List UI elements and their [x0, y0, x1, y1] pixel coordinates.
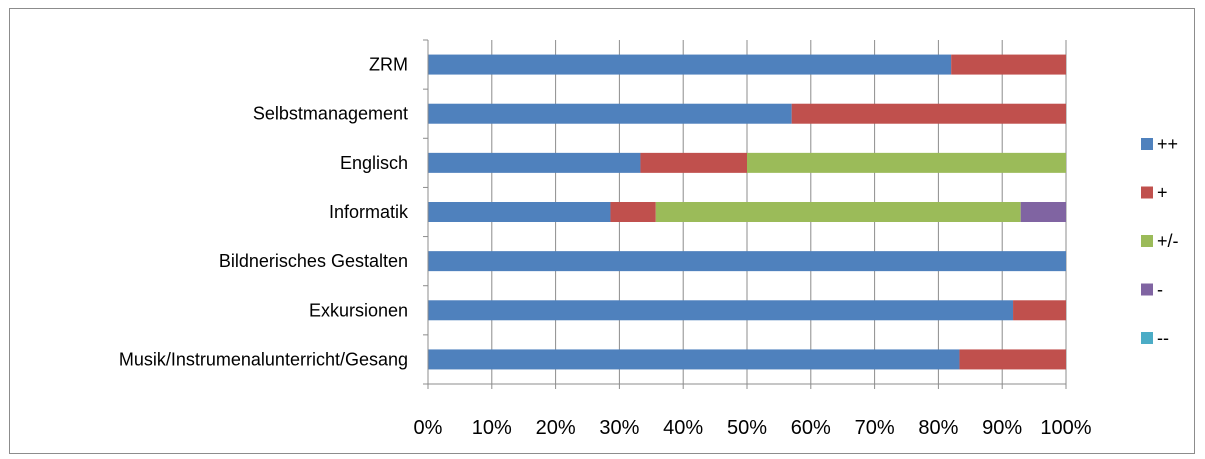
legend-swatch-plus — [1141, 186, 1153, 199]
legend-label-plus-plus: ++ — [1157, 134, 1178, 154]
bar-selbstmanagement-plus — [791, 103, 1066, 124]
bar-zrm-plus — [951, 54, 1066, 75]
category-label-exkursionen: Exkursionen — [309, 300, 408, 320]
x-tick-label-60: 60% — [791, 417, 831, 439]
bar-musik-instrumenalunterricht-gesang-plus-plus — [428, 349, 960, 370]
bars — [428, 54, 1066, 370]
x-tick-label-20: 20% — [536, 417, 576, 439]
x-tick-label-40: 40% — [663, 417, 703, 439]
legend-label-plus-minus: +/- — [1157, 231, 1179, 251]
bar-exkursionen-plus-plus — [428, 300, 1014, 321]
legend-label-minus: - — [1157, 280, 1163, 300]
legend-swatch-minus-minus — [1141, 332, 1153, 344]
x-tick-label-30: 30% — [599, 417, 639, 439]
x-tick-label-80: 80% — [918, 417, 958, 439]
bar-informatik-plus-plus — [428, 202, 611, 222]
category-label-musik-instrumenalunterricht-gesang: Musik/Instrumenalunterricht/Gesang — [119, 349, 408, 369]
axis-labels: 0% 10% 20% 30% 40% 50% 60% 70% 80% 90% 100% ZRM Selb… — [119, 55, 1092, 439]
bar-englisch-plus-plus — [428, 152, 641, 173]
x-tick-label-10: 10% — [472, 417, 512, 439]
bar-englisch-plus-minus — [747, 152, 1066, 173]
category-label-zrm: ZRM — [369, 55, 408, 75]
bar-selbstmanagement-plus-plus — [428, 103, 792, 124]
x-tick-label-70: 70% — [855, 417, 895, 439]
x-tick-label-100: 100% — [1040, 417, 1091, 439]
category-label-selbstmanagement: Selbstmanagement — [253, 104, 408, 124]
legend-swatch-minus — [1141, 283, 1153, 296]
bar-informatik-plus-minus — [655, 202, 1021, 222]
bar-zrm-plus-plus — [428, 54, 952, 75]
legend: ++++/---- — [1141, 134, 1179, 348]
category-label-informatik: Informatik — [329, 202, 409, 222]
bar-informatik-minus — [1020, 202, 1066, 222]
x-tick-label-90: 90% — [982, 417, 1022, 439]
legend-swatch-plus-plus — [1141, 138, 1153, 150]
bar-musik-instrumenalunterricht-gesang-plus — [959, 349, 1066, 370]
x-tick-label-50: 50% — [727, 417, 767, 439]
legend-swatch-plus-minus — [1141, 235, 1153, 247]
axes — [423, 39, 1067, 389]
legend-label-plus: + — [1157, 183, 1168, 203]
bar-englisch-plus — [640, 152, 747, 173]
category-label-englisch: Englisch — [340, 153, 408, 173]
legend-label-minus-minus: -- — [1157, 328, 1169, 348]
bar-bildnerisches-gestalten-plus-plus — [428, 251, 1066, 272]
chart-frame — [9, 8, 1195, 454]
category-label-bildnerisches-gestalten: Bildnerisches Gestalten — [219, 251, 408, 271]
bar-informatik-plus — [610, 202, 656, 222]
x-tick-label-0: 0% — [414, 417, 443, 439]
bar-exkursionen-plus — [1013, 300, 1066, 321]
